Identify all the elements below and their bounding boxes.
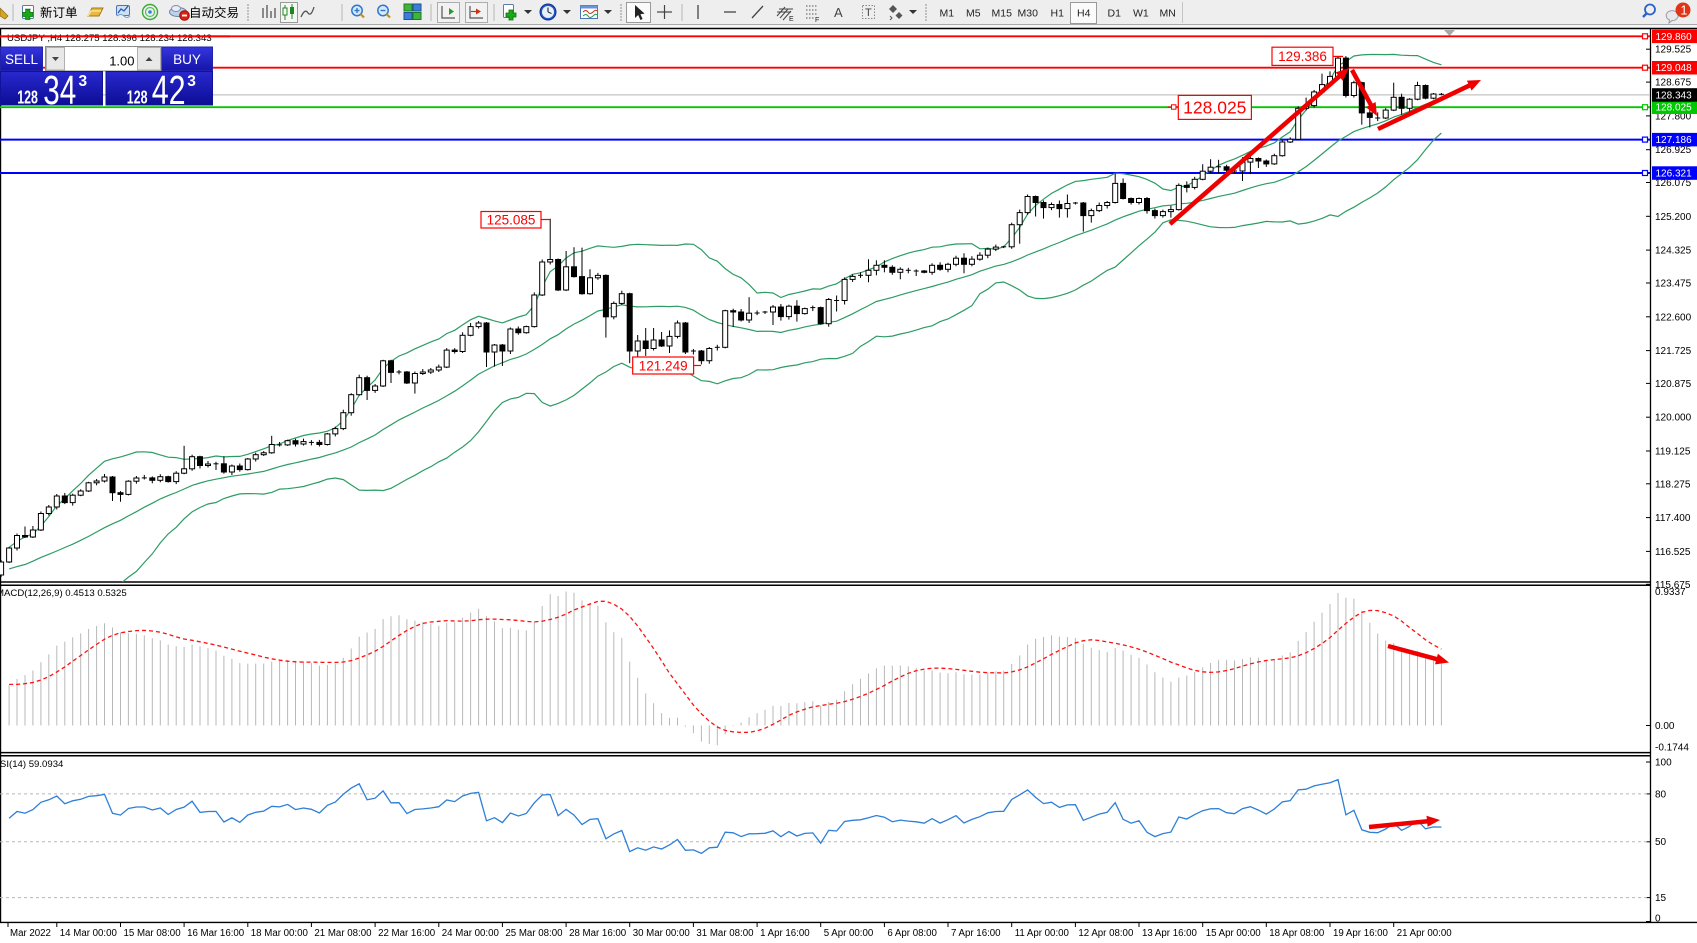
- svg-text:21 Apr 00:00: 21 Apr 00:00: [1397, 928, 1453, 939]
- svg-text:129.525: 129.525: [1655, 45, 1692, 56]
- svg-text:128: 128: [17, 87, 38, 107]
- svg-text:6 Apr 08:00: 6 Apr 08:00: [887, 928, 937, 939]
- svg-text:126.075: 126.075: [1655, 178, 1692, 189]
- svg-text:E: E: [789, 16, 794, 23]
- svg-text:123.475: 123.475: [1655, 279, 1692, 290]
- svg-text:12 Apr 08:00: 12 Apr 08:00: [1078, 928, 1134, 939]
- svg-text:42: 42: [152, 67, 186, 113]
- svg-text:11 Apr 00:00: 11 Apr 00:00: [1015, 928, 1070, 939]
- svg-text:5 Apr 00:00: 5 Apr 00:00: [824, 928, 874, 939]
- svg-text:3: 3: [79, 73, 88, 90]
- svg-text:18 Mar 00:00: 18 Mar 00:00: [251, 928, 309, 939]
- svg-text:D1: D1: [1108, 8, 1122, 20]
- svg-text:21 Mar 08:00: 21 Mar 08:00: [314, 928, 372, 939]
- svg-text:117.400: 117.400: [1655, 513, 1691, 524]
- svg-text:M30: M30: [1018, 8, 1039, 20]
- svg-text:28 Mar 16:00: 28 Mar 16:00: [569, 928, 627, 939]
- svg-text:122.600: 122.600: [1655, 312, 1692, 323]
- svg-text:W1: W1: [1133, 8, 1149, 20]
- svg-text:126.925: 126.925: [1655, 145, 1692, 156]
- svg-text:15 Apr 00:00: 15 Apr 00:00: [1206, 928, 1262, 939]
- svg-text:129.048: 129.048: [1656, 63, 1693, 74]
- svg-text:19 Apr 16:00: 19 Apr 16:00: [1333, 928, 1389, 939]
- svg-text:22 Mar 16:00: 22 Mar 16:00: [378, 928, 436, 939]
- svg-text:T: T: [865, 7, 872, 19]
- svg-text:125.200: 125.200: [1655, 212, 1692, 223]
- svg-text:A: A: [834, 5, 843, 20]
- svg-text:0: 0: [1655, 914, 1661, 925]
- svg-text:16 Mar 16:00: 16 Mar 16:00: [187, 928, 245, 939]
- svg-text:1 Apr 16:00: 1 Apr 16:00: [760, 928, 810, 939]
- svg-text:116.525: 116.525: [1655, 547, 1691, 558]
- svg-text:115.675: 115.675: [1655, 580, 1691, 591]
- svg-text:F: F: [815, 17, 819, 24]
- svg-text:24 Mar 00:00: 24 Mar 00:00: [442, 928, 500, 939]
- svg-text:13 Apr 16:00: 13 Apr 16:00: [1142, 928, 1198, 939]
- svg-text:M1: M1: [940, 8, 955, 20]
- svg-text:USDJPY ,H4 128.275 128.396 12: USDJPY ,H4 128.275 128.396 128.234 128.3…: [7, 33, 212, 44]
- svg-text:129.860: 129.860: [1656, 32, 1693, 43]
- svg-text:30 Mar 00:00: 30 Mar 00:00: [633, 928, 691, 939]
- svg-text:0.00: 0.00: [1655, 721, 1675, 732]
- svg-text:129.386: 129.386: [1278, 49, 1327, 64]
- svg-text:14 Mar 00:00: 14 Mar 00:00: [60, 928, 118, 939]
- svg-text:3: 3: [187, 73, 196, 90]
- svg-text:MN: MN: [1160, 8, 1176, 20]
- svg-text:18 Apr 08:00: 18 Apr 08:00: [1269, 928, 1325, 939]
- svg-text:128.025: 128.025: [1183, 98, 1246, 118]
- svg-text:7 Apr 16:00: 7 Apr 16:00: [951, 928, 1001, 939]
- svg-text:H4: H4: [1077, 8, 1091, 20]
- svg-text:126.321: 126.321: [1656, 169, 1693, 180]
- svg-text:SELL: SELL: [5, 52, 39, 67]
- svg-text:128.675: 128.675: [1655, 78, 1692, 89]
- svg-text:RSI(14) 59.0934: RSI(14) 59.0934: [0, 759, 64, 770]
- svg-text:121.249: 121.249: [639, 358, 688, 373]
- svg-text:128.025: 128.025: [1656, 103, 1693, 114]
- svg-text:H1: H1: [1051, 8, 1065, 20]
- svg-text:121.725: 121.725: [1655, 346, 1692, 357]
- svg-text:MACD(12,26,9) 0.4513 0.5325: MACD(12,26,9) 0.4513 0.5325: [0, 588, 127, 599]
- svg-text:-0.1744: -0.1744: [1655, 743, 1689, 754]
- svg-text:80: 80: [1655, 789, 1667, 800]
- svg-text:125.085: 125.085: [487, 213, 536, 228]
- svg-text:M15: M15: [992, 8, 1013, 20]
- svg-text:100: 100: [1655, 758, 1672, 769]
- svg-text:120.875: 120.875: [1655, 379, 1692, 390]
- svg-text:127.800: 127.800: [1655, 111, 1692, 122]
- svg-text:120.000: 120.000: [1655, 413, 1692, 424]
- svg-text:Mar 2022: Mar 2022: [10, 928, 51, 939]
- svg-text:15 Mar 08:00: 15 Mar 08:00: [124, 928, 182, 939]
- svg-text:127.186: 127.186: [1656, 135, 1693, 146]
- svg-text:118.275: 118.275: [1655, 479, 1691, 490]
- svg-text:M5: M5: [966, 8, 981, 20]
- svg-text:1.00: 1.00: [109, 54, 134, 69]
- svg-text:1: 1: [1681, 4, 1688, 18]
- svg-text:31 Mar 08:00: 31 Mar 08:00: [696, 928, 754, 939]
- svg-text:15: 15: [1655, 893, 1667, 904]
- svg-text:128: 128: [127, 87, 148, 107]
- svg-text:0.9337: 0.9337: [1655, 587, 1686, 598]
- svg-text:128.343: 128.343: [1656, 90, 1693, 101]
- svg-text:34: 34: [43, 67, 76, 113]
- svg-text:124.325: 124.325: [1655, 246, 1692, 257]
- svg-text:119.125: 119.125: [1655, 447, 1691, 458]
- svg-text:50: 50: [1655, 837, 1667, 848]
- svg-text:BUY: BUY: [173, 52, 201, 67]
- svg-text:25 Mar 08:00: 25 Mar 08:00: [505, 928, 563, 939]
